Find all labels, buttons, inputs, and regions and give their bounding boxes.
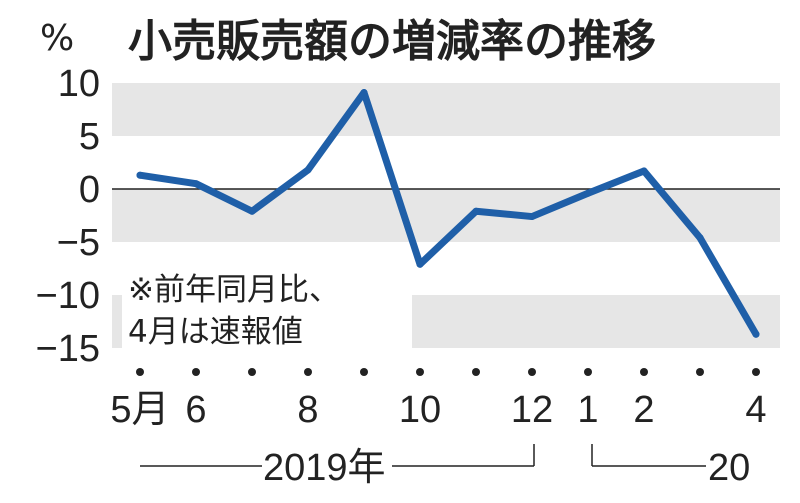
data-point — [696, 234, 704, 242]
year-label-2019: 2019年 — [263, 447, 386, 489]
series-points — [136, 89, 760, 338]
note-background — [122, 262, 412, 354]
y-tick-label: −15 — [36, 328, 100, 370]
data-point — [528, 213, 536, 221]
note-line-2: 4月は速報値 — [128, 314, 303, 350]
data-point — [752, 330, 760, 338]
y-axis: 10 5 0 −5 −10 −15 — [36, 63, 100, 370]
x-tick-label: 4 — [745, 389, 766, 431]
x-tick-dot — [192, 368, 200, 376]
data-point — [248, 207, 256, 215]
x-tick-dot — [304, 368, 312, 376]
x-tick-dot — [752, 368, 760, 376]
x-tick-dot — [360, 368, 368, 376]
data-point — [136, 171, 144, 179]
x-tick-label: 12 — [511, 389, 553, 431]
chart-title: 小売販売額の増減率の推移 — [128, 16, 656, 67]
x-tick-dot — [528, 368, 536, 376]
series-line — [136, 89, 760, 338]
x-tick-dot — [584, 368, 592, 376]
y-tick-label: −5 — [57, 222, 100, 264]
x-tick-label: 10 — [399, 389, 441, 431]
x-tick-label: 6 — [185, 389, 206, 431]
y-tick-label: 0 — [79, 169, 100, 211]
y-tick-label: 10 — [58, 63, 100, 105]
x-tick-dot — [696, 368, 704, 376]
x-tick-dot — [248, 368, 256, 376]
grid-band — [112, 83, 780, 136]
x-tick-dot — [136, 368, 144, 376]
data-point — [304, 166, 312, 174]
year-label-2020: 20 — [708, 447, 750, 489]
data-point — [472, 207, 480, 215]
x-tick-dot — [640, 368, 648, 376]
x-tick-label: 2 — [633, 389, 654, 431]
x-tick-dot — [472, 368, 480, 376]
y-tick-label: 5 — [79, 116, 100, 158]
data-point — [584, 189, 592, 197]
x-tick-label: 5月 — [110, 389, 169, 431]
unit-label: % — [40, 18, 74, 59]
data-point — [416, 260, 424, 268]
x-tick-label: 1 — [577, 389, 598, 431]
x-tick-label: 8 — [297, 389, 318, 431]
data-point — [360, 89, 368, 97]
note-line-1: ※前年同月比、 — [128, 272, 340, 308]
year-brackets: 2019年 20 — [140, 444, 750, 489]
data-point — [640, 167, 648, 175]
data-point — [192, 180, 200, 188]
y-tick-label: −10 — [36, 275, 100, 317]
x-tick-dot — [416, 368, 424, 376]
x-axis: 5月 6 8 10 12 1 2 4 — [110, 368, 767, 431]
